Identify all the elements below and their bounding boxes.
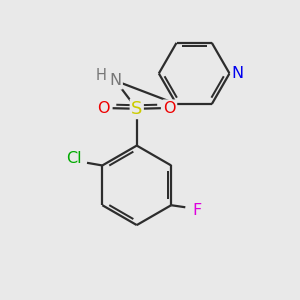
Text: O: O xyxy=(98,101,110,116)
Text: N: N xyxy=(232,66,244,81)
Text: S: S xyxy=(131,100,142,118)
Text: F: F xyxy=(193,203,202,218)
Text: Cl: Cl xyxy=(67,151,82,166)
Text: H: H xyxy=(96,68,107,83)
Text: O: O xyxy=(164,101,176,116)
Text: N: N xyxy=(110,73,122,88)
